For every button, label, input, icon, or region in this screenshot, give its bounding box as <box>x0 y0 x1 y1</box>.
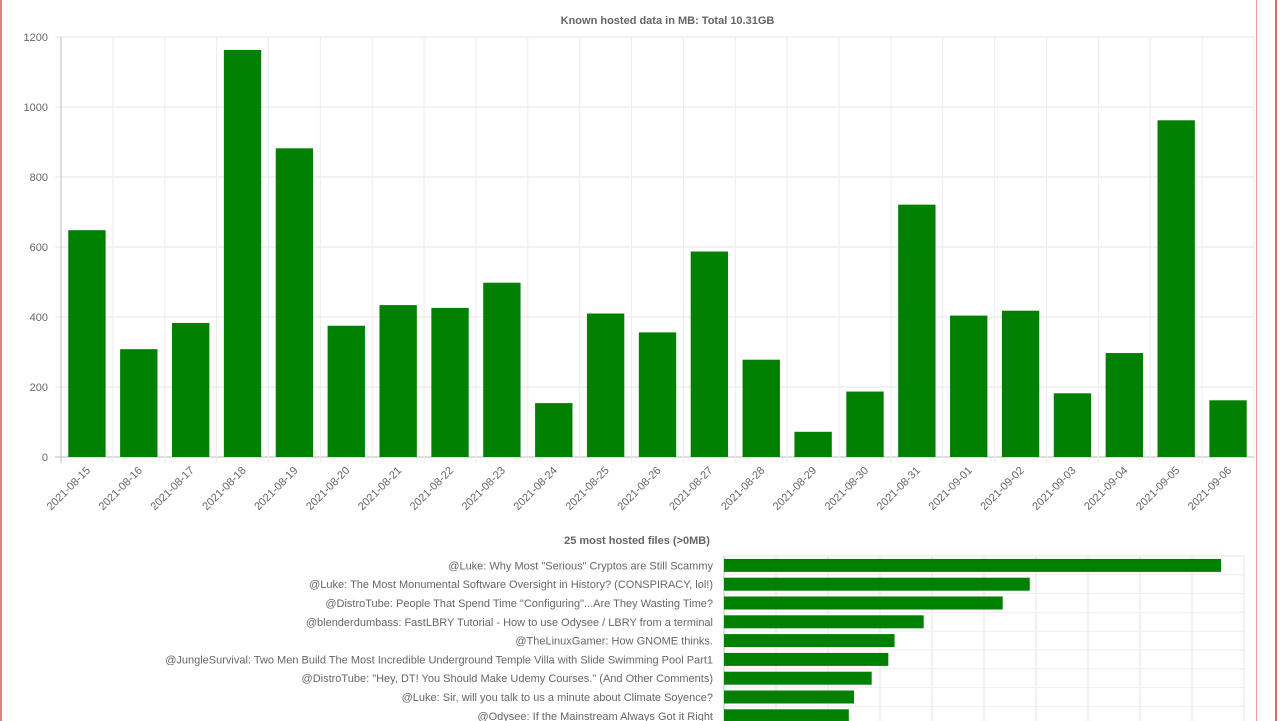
y-tick-label: 200 <box>30 382 48 394</box>
bar <box>275 148 314 458</box>
bar <box>950 315 988 457</box>
bar <box>742 359 780 457</box>
bar <box>724 709 849 721</box>
bar <box>724 615 924 629</box>
y-tick-label: 400 <box>30 312 48 324</box>
scrollbar-gutter[interactable] <box>1256 0 1280 721</box>
bar <box>1105 353 1143 457</box>
bar <box>846 391 884 457</box>
chart-title: Known hosted data in MB: Total 10.31GB <box>561 15 775 27</box>
bar <box>690 251 729 457</box>
y-tick-label: @JungleSurvival: Two Men Build The Most … <box>165 654 713 666</box>
y-tick-label: 0 <box>42 452 48 464</box>
y-tick-label: @Odysee: If the Mainstream Always Got it… <box>477 711 713 721</box>
y-tick-label: @Luke: Sir, will you talk to us a minute… <box>402 692 713 704</box>
bar <box>120 349 158 457</box>
window-right-border <box>1275 0 1277 721</box>
bar <box>724 690 854 704</box>
bar <box>724 577 1030 591</box>
bar <box>724 634 895 648</box>
bar <box>1053 393 1092 457</box>
bar <box>1157 120 1195 458</box>
bar <box>1001 310 1040 457</box>
y-tick-label: @DistroTube: "Hey, DT! You Should Make U… <box>302 673 713 685</box>
y-tick-label: 800 <box>30 172 48 184</box>
chart-title: 25 most hosted files (>0MB) <box>564 535 710 547</box>
y-tick-label: @blenderdumbass: FastLBRY Tutorial - How… <box>306 617 713 629</box>
bar <box>223 49 262 457</box>
bar <box>638 332 677 457</box>
window-left-border <box>0 0 2 721</box>
bar <box>724 652 889 666</box>
y-tick-label: 1200 <box>24 32 48 44</box>
bar <box>794 431 832 457</box>
bar <box>724 596 1003 610</box>
bar <box>68 230 106 457</box>
y-tick-label: @DistroTube: People That Spend Time "Con… <box>325 598 713 610</box>
y-tick-label: 600 <box>30 242 48 254</box>
bar <box>724 671 872 685</box>
bar <box>483 282 521 457</box>
bar <box>724 558 1222 572</box>
y-tick-label: 1000 <box>24 102 48 114</box>
bar <box>431 307 469 457</box>
y-tick-label: @Luke: The Most Monumental Software Over… <box>309 579 713 591</box>
y-tick-label: @Luke: Why Most "Serious" Cryptos are St… <box>448 560 713 572</box>
y-tick-label: @TheLinuxGamer: How GNOME thinks. <box>515 636 713 648</box>
bar <box>172 322 210 457</box>
bar <box>586 313 625 457</box>
bar <box>535 403 573 457</box>
bar <box>898 204 936 457</box>
bar <box>379 305 417 457</box>
bar <box>327 325 365 457</box>
daily-hosted-data-chart: Known hosted data in MB: Total 10.31GB 0 2… <box>24 15 1255 513</box>
bar <box>1209 400 1247 457</box>
